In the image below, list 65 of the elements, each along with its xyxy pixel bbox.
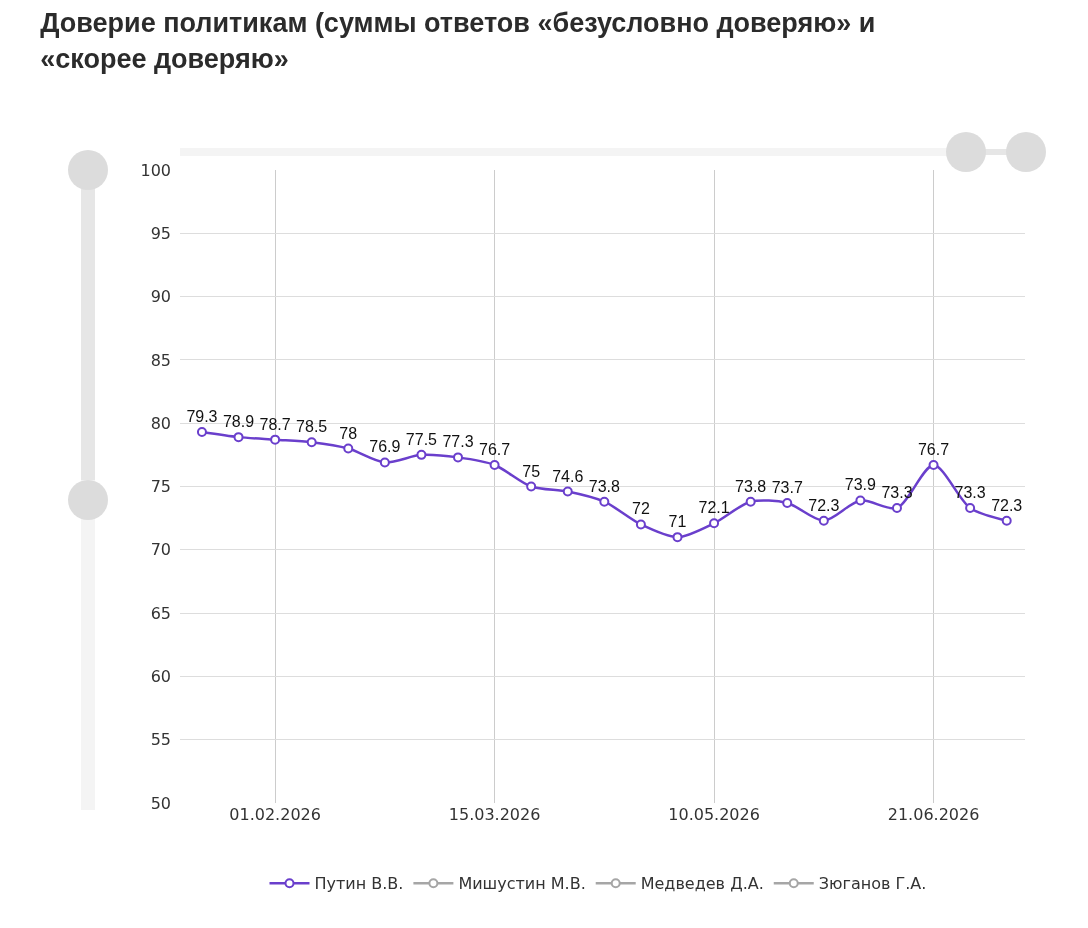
legend-label: Путин В.В. [314, 874, 404, 894]
point [635, 519, 646, 530]
y-tick-label: 80 [150, 413, 171, 433]
data-label: 76.7 [917, 440, 950, 458]
data-label: 72 [632, 500, 650, 518]
legend-label: Медведев Д.А. [640, 874, 764, 894]
x-tick-label: 21.06.2026 [887, 805, 980, 824]
point [196, 427, 207, 438]
point [489, 459, 500, 470]
data-label: 75 [522, 462, 541, 480]
y-tick-label: 50 [150, 793, 171, 813]
point [855, 495, 866, 506]
data-label: 78.5 [296, 418, 328, 436]
point [379, 457, 390, 468]
point [782, 497, 793, 508]
data-label: 72.3 [808, 496, 840, 514]
point [453, 452, 464, 463]
y-tick-label: 95 [150, 223, 171, 243]
point [745, 496, 756, 507]
chart-title: Доверие политикам (суммы ответов «безусловно доверяю» и «скорее доверяю» [40, 8, 876, 74]
point [233, 432, 244, 443]
point [818, 515, 829, 526]
data-label: 71 [668, 513, 687, 531]
y-tick-label: 60 [150, 667, 171, 686]
legend-label: Мишустин М.В. [458, 874, 586, 894]
data-label: 73.3 [881, 484, 913, 502]
data-label: 73.9 [844, 476, 877, 494]
data-label: 77.5 [405, 430, 438, 448]
point [928, 459, 939, 470]
y-tick-label: 85 [150, 350, 171, 370]
x-tick-label: 01.02.2026 [229, 805, 321, 824]
point [672, 532, 683, 543]
point [416, 449, 427, 460]
point [526, 481, 537, 492]
point [306, 437, 317, 448]
data-label: 77.3 [442, 433, 474, 451]
x-tick-label: 10.05.2026 [668, 805, 760, 824]
point [965, 503, 976, 514]
y-tick-label: 55 [150, 730, 171, 750]
data-label: 73.8 [735, 477, 767, 495]
data-label: 78.9 [222, 413, 255, 431]
point [599, 496, 610, 507]
x-tick-label: 15.03.2026 [448, 805, 541, 824]
point [562, 486, 573, 497]
data-label: 72.3 [991, 496, 1023, 514]
data-label: 76.9 [369, 438, 401, 456]
point [709, 518, 720, 529]
legend-label: Зюганов Г.А. [818, 874, 927, 894]
y-tick-label: 75 [150, 477, 171, 497]
y-tick-label: 100 [140, 160, 171, 180]
data-label: 74.6 [552, 467, 584, 485]
y-tick-label: 65 [150, 603, 171, 623]
y-tick-label: 90 [150, 287, 171, 307]
data-label: 79.3 [186, 408, 218, 426]
point [891, 503, 902, 514]
data-label: 73.8 [588, 477, 620, 495]
data-label: 73.7 [771, 478, 803, 496]
data-label: 78 [339, 424, 358, 442]
data-label: 76.7 [479, 440, 511, 458]
point [1001, 515, 1012, 526]
point [343, 443, 354, 454]
point [270, 434, 281, 445]
y-tick-label: 70 [150, 540, 171, 560]
data-label: 72.1 [698, 499, 730, 517]
data-label: 78.7 [259, 415, 291, 433]
